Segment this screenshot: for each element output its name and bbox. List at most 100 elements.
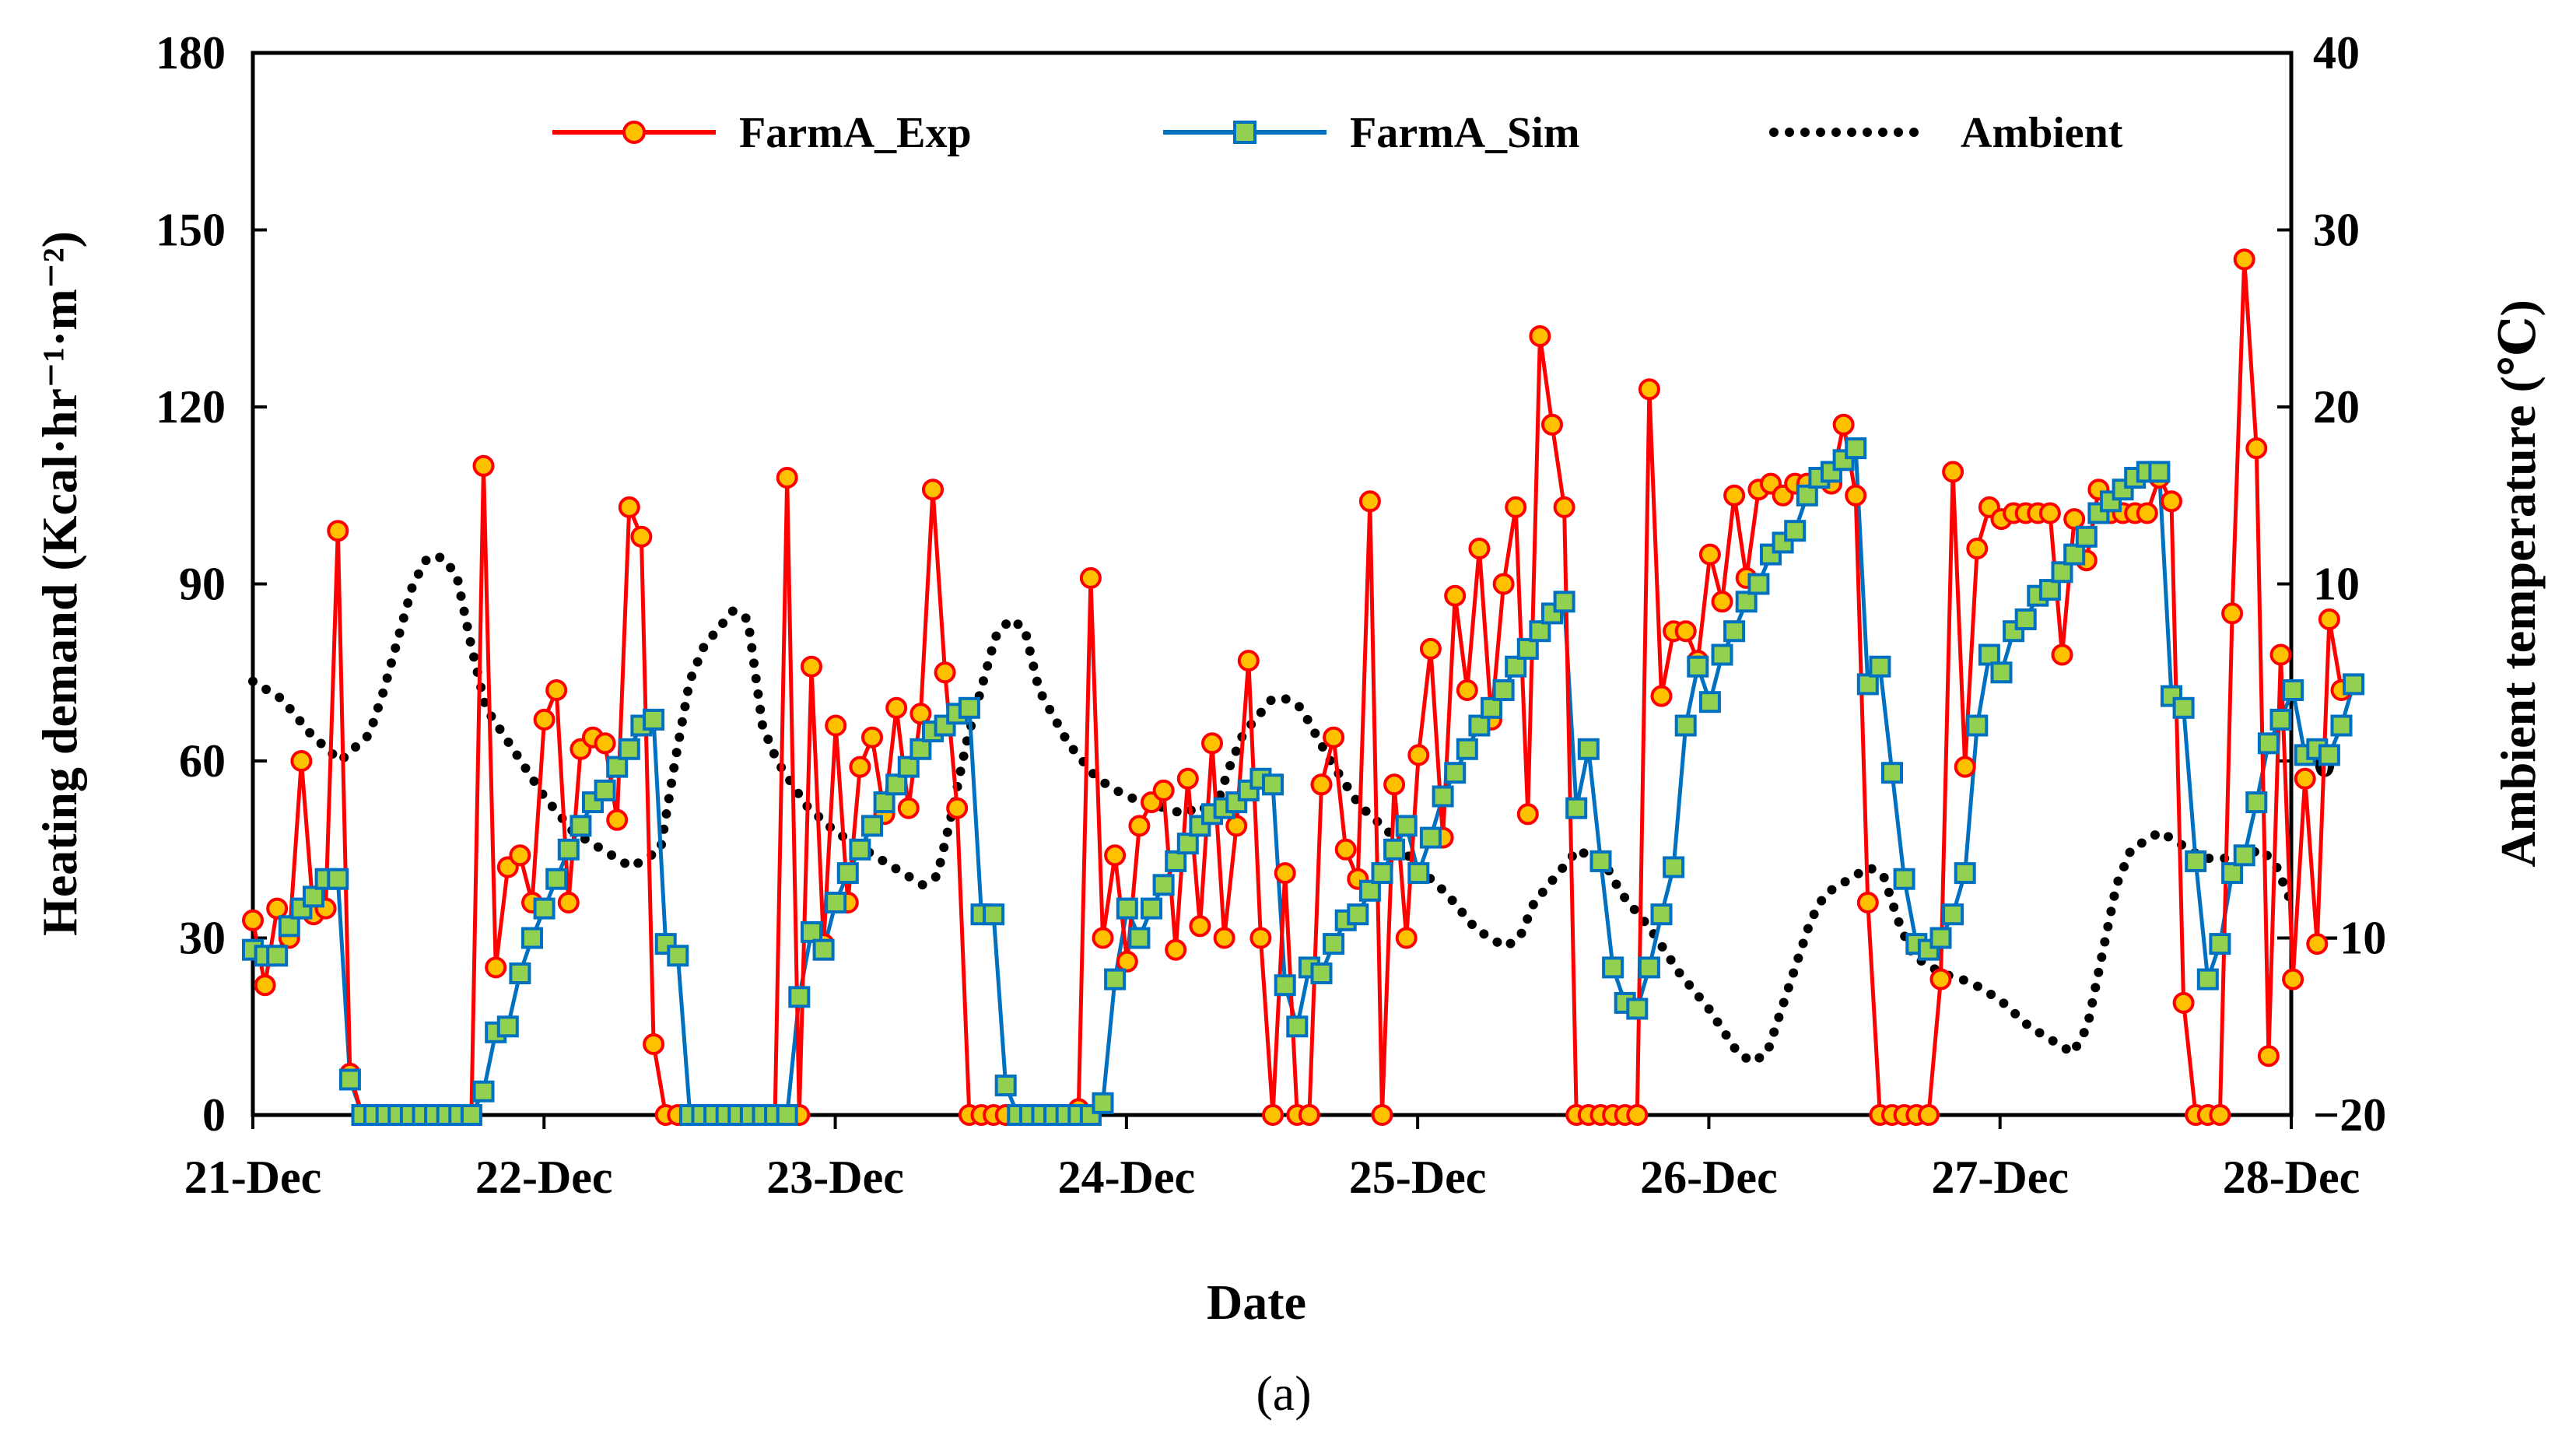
data-point-farma-exp — [1358, 490, 1381, 513]
data-point-farma-sim — [994, 1075, 1017, 1097]
data-point-farma-sim — [1141, 897, 1162, 920]
data-point-farma-sim — [983, 903, 1005, 926]
data-point-farma-sim — [2282, 679, 2304, 701]
data-point-farma-sim — [1990, 661, 2013, 684]
data-point-farma-sim — [1310, 962, 1333, 984]
legend-ambient-label: Ambient — [1961, 109, 2123, 157]
data-point-farma-sim — [266, 945, 289, 967]
data-point-farma-exp — [909, 703, 932, 725]
x-tick-label: 21-Dec — [184, 1152, 322, 1203]
data-point-farma-exp — [2282, 968, 2304, 990]
data-point-farma-sim — [1577, 738, 1600, 760]
data-point-farma-exp — [618, 496, 640, 518]
data-point-farma-exp — [1626, 1104, 1649, 1126]
data-point-farma-exp — [242, 909, 264, 931]
y-tick-label: 60 — [179, 735, 226, 787]
data-point-farma-sim — [460, 1104, 482, 1126]
data-point-farma-sim — [1942, 903, 1964, 926]
data-point-farma-sim — [897, 756, 920, 778]
legend: FarmA_Exp FarmA_Sim Ambient — [552, 109, 2123, 157]
data-point-farma-sim — [1735, 591, 1758, 613]
data-point-farma-sim — [1966, 714, 1989, 737]
data-point-farma-exp — [1942, 461, 1964, 483]
data-point-farma-sim — [1589, 850, 1612, 872]
data-point-farma-exp — [2233, 248, 2255, 271]
x-axis-title: Date — [1207, 1274, 1306, 1330]
data-point-farma-sim — [1698, 691, 1721, 713]
data-point-farma-exp — [1395, 927, 1418, 949]
data-point-farma-sim — [1674, 714, 1697, 737]
data-point-farma-exp — [1966, 538, 1989, 559]
data-point-farma-exp — [1468, 538, 1491, 559]
data-point-farma-sim — [278, 915, 300, 938]
data-point-farma-exp — [2294, 767, 2316, 790]
data-point-farma-exp — [266, 897, 289, 920]
data-point-farma-sim — [873, 791, 895, 814]
data-point-farma-exp — [1079, 566, 1102, 589]
data-point-farma-exp — [1274, 862, 1296, 885]
data-point-farma-exp — [2318, 608, 2340, 630]
data-point-farma-sim — [1456, 738, 1478, 760]
data-point-farma-exp — [1262, 1104, 1284, 1126]
data-point-farma-sim — [2343, 673, 2365, 696]
data-point-farma-sim — [1626, 997, 1649, 1020]
data-point-farma-sim — [618, 738, 640, 760]
data-point-farma-sim — [1881, 762, 1903, 784]
data-point-farma-sim — [1869, 655, 1891, 678]
x-tick-label: 22-Dec — [475, 1152, 613, 1203]
data-point-farma-exp — [1674, 620, 1697, 643]
data-point-farma-exp — [509, 844, 531, 867]
data-point-farma-sim — [1893, 868, 1915, 890]
data-point-farma-exp — [897, 797, 920, 819]
data-point-farma-sim — [1954, 862, 1976, 885]
data-point-farma-sim — [1152, 874, 1175, 896]
data-point-farma-sim — [327, 868, 349, 890]
y2-tick-label: −20 — [2313, 1089, 2386, 1141]
data-point-farma-sim — [2233, 844, 2255, 867]
data-point-farma-sim — [594, 779, 616, 801]
legend-exp-label: FarmA_Exp — [739, 109, 972, 157]
data-point-farma-exp — [946, 797, 969, 819]
x-tick-label: 26-Dec — [1640, 1152, 1778, 1203]
data-point-farma-exp — [2306, 933, 2329, 955]
data-point-farma-sim — [2245, 791, 2268, 814]
data-point-farma-exp — [2136, 502, 2158, 524]
data-point-farma-exp — [2269, 643, 2292, 666]
y-tick-label: 180 — [156, 27, 226, 79]
data-point-farma-sim — [1723, 620, 1746, 643]
data-point-farma-sim — [2269, 708, 2292, 731]
data-point-farma-exp — [2038, 502, 2061, 524]
data-point-farma-sim — [849, 838, 871, 861]
data-point-farma-exp — [1189, 915, 1211, 938]
data-point-farma-exp — [2172, 991, 2195, 1014]
series-layer — [242, 248, 2365, 1126]
data-point-farma-sim — [1176, 833, 1199, 855]
data-point-farma-sim — [934, 714, 956, 737]
data-point-farma-sim — [1358, 879, 1381, 902]
data-point-farma-sim — [909, 738, 932, 760]
data-point-farma-exp — [1213, 927, 1235, 949]
data-point-farma-sim — [1772, 531, 1794, 554]
legend-sim-label: FarmA_Sim — [1350, 109, 1580, 157]
data-point-farma-sim — [2318, 744, 2340, 766]
data-point-farma-sim — [472, 1080, 495, 1103]
data-point-farma-exp — [2209, 1104, 2231, 1126]
data-point-farma-exp — [1419, 637, 1442, 660]
data-point-farma-exp — [1516, 803, 1539, 826]
data-point-farma-exp — [1298, 1104, 1320, 1126]
data-point-farma-sim — [776, 1104, 798, 1126]
data-point-farma-sim — [521, 927, 543, 949]
data-point-farma-exp — [254, 974, 276, 997]
data-point-farma-exp — [606, 808, 629, 831]
data-point-farma-sim — [1371, 862, 1393, 885]
data-point-farma-sim — [1516, 637, 1539, 660]
data-point-farma-sim — [1650, 903, 1673, 926]
data-point-farma-sim — [958, 696, 980, 719]
y2-tick-label: 40 — [2313, 27, 2360, 79]
data-point-farma-exp — [2221, 602, 2244, 625]
data-point-farma-exp — [1638, 378, 1660, 401]
data-point-farma-sim — [496, 1015, 519, 1038]
data-point-farma-exp — [1116, 950, 1138, 973]
data-point-farma-exp — [1176, 767, 1199, 790]
